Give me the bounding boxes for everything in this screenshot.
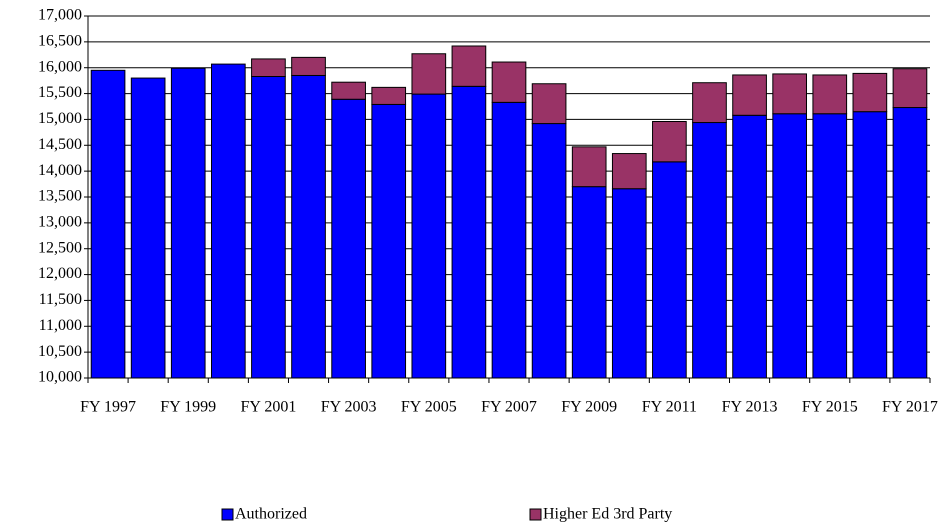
y-tick-label: 17,000 — [38, 7, 82, 24]
x-tick-label: FY 2013 — [722, 399, 778, 416]
bar — [251, 58, 286, 78]
y-tick-label: 15,000 — [38, 110, 82, 127]
y-tick-label: 15,500 — [38, 84, 82, 101]
x-tick-label: FY 2003 — [321, 399, 377, 416]
y-tick-label: 11,000 — [39, 317, 82, 334]
bar — [491, 101, 527, 379]
bar — [331, 98, 366, 379]
y-tick-label: 12,000 — [38, 265, 82, 282]
bar — [451, 85, 487, 379]
bar — [611, 153, 647, 190]
bar — [170, 67, 206, 379]
x-tick-label: FY 2011 — [642, 399, 697, 416]
bar — [371, 103, 407, 379]
x-tick-label: FY 2007 — [481, 399, 537, 416]
bar — [571, 186, 607, 379]
bar — [291, 56, 326, 76]
bar — [451, 45, 487, 87]
bar — [652, 120, 687, 163]
bar — [130, 77, 166, 379]
bar — [652, 161, 687, 379]
bar — [611, 188, 647, 379]
bar — [812, 74, 848, 115]
bar — [531, 123, 567, 379]
bar — [571, 146, 607, 188]
y-tick-label: 12,500 — [38, 239, 82, 256]
bar — [812, 113, 848, 379]
bar — [732, 74, 767, 116]
y-tick-label: 10,000 — [38, 369, 82, 386]
x-tick-label: FY 2005 — [401, 399, 457, 416]
bar — [772, 73, 808, 115]
bar — [251, 76, 286, 379]
legend-label: Authorized — [235, 506, 307, 523]
x-tick-label: FY 2009 — [561, 399, 617, 416]
x-tick-label: FY 2001 — [240, 399, 296, 416]
bar — [892, 107, 928, 379]
bar — [892, 68, 928, 109]
bar — [90, 69, 126, 379]
legend-swatch — [529, 508, 542, 521]
y-tick-label: 16,000 — [38, 58, 82, 75]
y-tick-label: 14,000 — [38, 162, 82, 179]
bar — [692, 82, 727, 124]
bar — [411, 53, 447, 95]
y-tick-label: 13,500 — [38, 188, 82, 205]
y-tick-label: 11,500 — [39, 291, 82, 308]
bar — [371, 86, 407, 105]
x-tick-label: FY 1999 — [160, 399, 216, 416]
x-tick-label: FY 1997 — [80, 399, 136, 416]
bar — [491, 61, 527, 103]
legend-swatch — [221, 508, 234, 521]
bar — [732, 114, 767, 379]
legend-label: Higher Ed 3rd Party — [543, 506, 672, 523]
bar — [531, 83, 567, 125]
bar — [331, 81, 366, 100]
x-tick-label: FY 2017 — [882, 399, 938, 416]
y-tick-label: 14,500 — [38, 136, 82, 153]
bar — [210, 63, 246, 379]
y-tick-label: 10,500 — [38, 343, 82, 360]
y-tick-label: 13,000 — [38, 214, 82, 231]
x-tick-label: FY 2015 — [802, 399, 858, 416]
bar — [852, 111, 888, 379]
bar — [772, 113, 808, 379]
bar — [291, 74, 326, 379]
bar — [411, 93, 447, 379]
y-tick-label: 16,500 — [38, 33, 82, 50]
bar — [692, 122, 727, 379]
bar — [852, 72, 888, 113]
